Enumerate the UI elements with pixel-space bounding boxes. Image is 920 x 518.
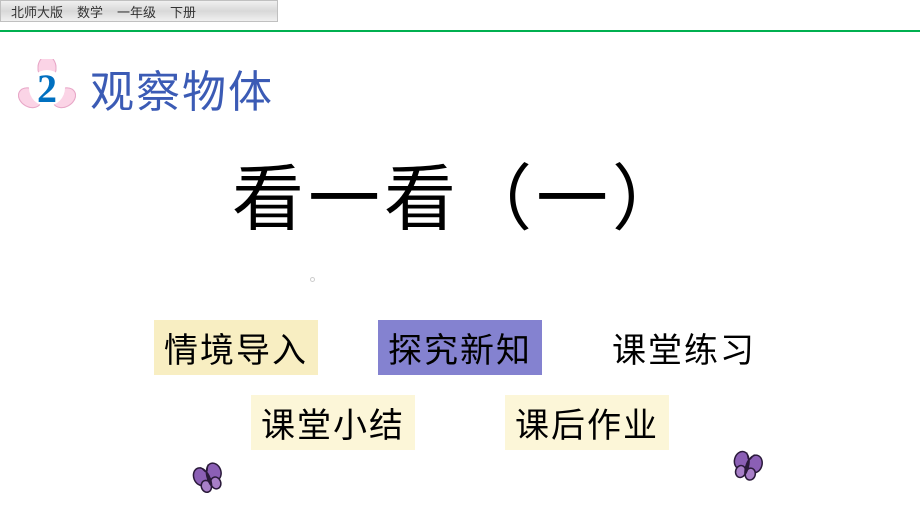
header-grade: 一年级 [117,2,156,21]
header-volume: 下册 [170,2,196,21]
nav-row-2: 课堂小结 课后作业 [0,395,920,450]
nav-item-explore[interactable]: 探究新知 [378,320,542,375]
nav-item-homework[interactable]: 课后作业 [505,395,669,450]
divider-line [0,30,920,32]
chapter-row: 2 观察物体 [18,56,274,120]
butterfly-right-icon [728,448,766,486]
nav-row-1: 情境导入 探究新知 课堂练习 [0,320,920,375]
nav-item-practice[interactable]: 课堂练习 [602,320,766,375]
header-bar: 北师大版 数学 一年级 下册 [0,0,278,22]
chapter-title: 观察物体 [90,56,274,120]
nav-item-intro[interactable]: 情境导入 [154,320,318,375]
header-publisher: 北师大版 [11,2,63,21]
butterfly-left-icon [190,460,228,498]
dot-marker [310,277,315,282]
header-subject: 数学 [77,2,103,21]
nav-item-summary[interactable]: 课堂小结 [251,395,415,450]
main-title: 看一看（一） [0,140,920,245]
chapter-number: 2 [37,65,57,112]
chapter-badge: 2 [18,59,76,117]
